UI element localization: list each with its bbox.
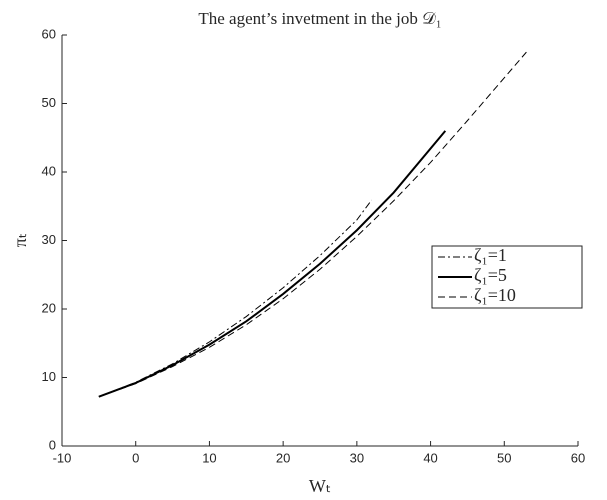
line-series (98, 199, 373, 398)
y-tick-label: 60 (42, 26, 56, 41)
x-tick-label: 40 (423, 450, 437, 465)
x-tick-label: 0 (132, 450, 139, 465)
line-series (98, 130, 447, 398)
x-axis-label: Wₜ (309, 476, 331, 496)
x-tick-label: -10 (53, 450, 72, 465)
y-tick-label: 40 (42, 163, 56, 178)
legend-label: ζ₁=5 (474, 265, 507, 285)
x-tick-label: 10 (202, 450, 216, 465)
y-tick-label: 10 (42, 369, 56, 384)
x-tick-label: 60 (571, 450, 585, 465)
chart-title: The agent’s invetment in the job 𝒟₁ (198, 9, 441, 28)
y-tick-label: 0 (49, 437, 56, 452)
y-tick-label: 30 (42, 232, 56, 247)
legend-label: ζ₁=10 (474, 285, 516, 305)
x-tick-label: 50 (497, 450, 511, 465)
y-axis-label: πₜ (10, 233, 30, 247)
line-series (98, 51, 527, 398)
x-tick-label: 30 (350, 450, 364, 465)
y-tick-label: 50 (42, 95, 56, 110)
x-tick-label: 20 (276, 450, 290, 465)
legend-label: ζ₁=1 (474, 245, 507, 265)
y-tick-label: 20 (42, 300, 56, 315)
